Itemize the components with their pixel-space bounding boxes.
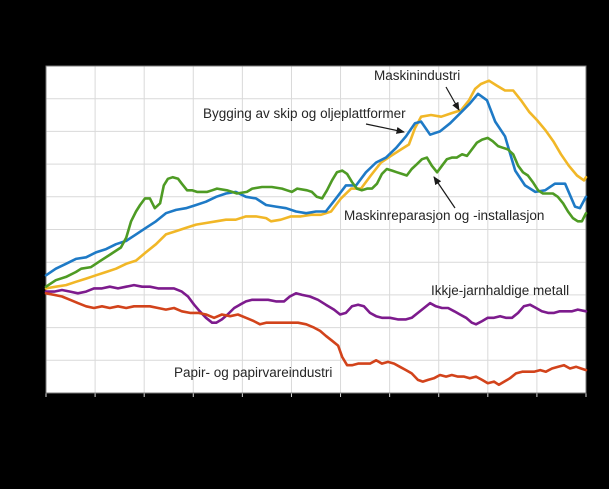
series-line-maskinreparasjon-og-installasjon xyxy=(44,136,588,288)
annotation-bygging-av-skip-og-oljeplattformer: Bygging av skip og oljeplattformer xyxy=(203,106,406,121)
annotation-arrow-maskinindustri xyxy=(445,86,460,111)
series-line-papir-og-papirvareindustri xyxy=(44,292,588,387)
plot-border xyxy=(45,65,587,394)
annotation-maskinreparasjon-og-installasjon: Maskinreparasjon og -installasjon xyxy=(344,208,544,223)
annotations: Maskinindustri Bygging av skip og oljepla… xyxy=(174,68,569,380)
annotation-arrow-bygging-av-skip-og-oljeplattformer xyxy=(365,123,405,134)
annotation-papir-og-papirvareindustri: Papir- og papirvareindustri xyxy=(174,365,332,380)
plot-frame xyxy=(45,65,587,394)
series-line-maskinindustri xyxy=(44,79,588,290)
annotation-ikkje-jarnhaldige-metall: Ikkje-jarnhaldige metall xyxy=(431,283,569,298)
series-line-bygging-av-skip-og-oljeplattformer xyxy=(44,92,588,277)
series-lines xyxy=(44,79,588,387)
series-line-ikkje-jarnhaldige-metall xyxy=(44,283,588,326)
annotation-arrow-maskinreparasjon-og-installasjon xyxy=(433,176,456,209)
annotation-maskinindustri: Maskinindustri xyxy=(374,68,460,83)
